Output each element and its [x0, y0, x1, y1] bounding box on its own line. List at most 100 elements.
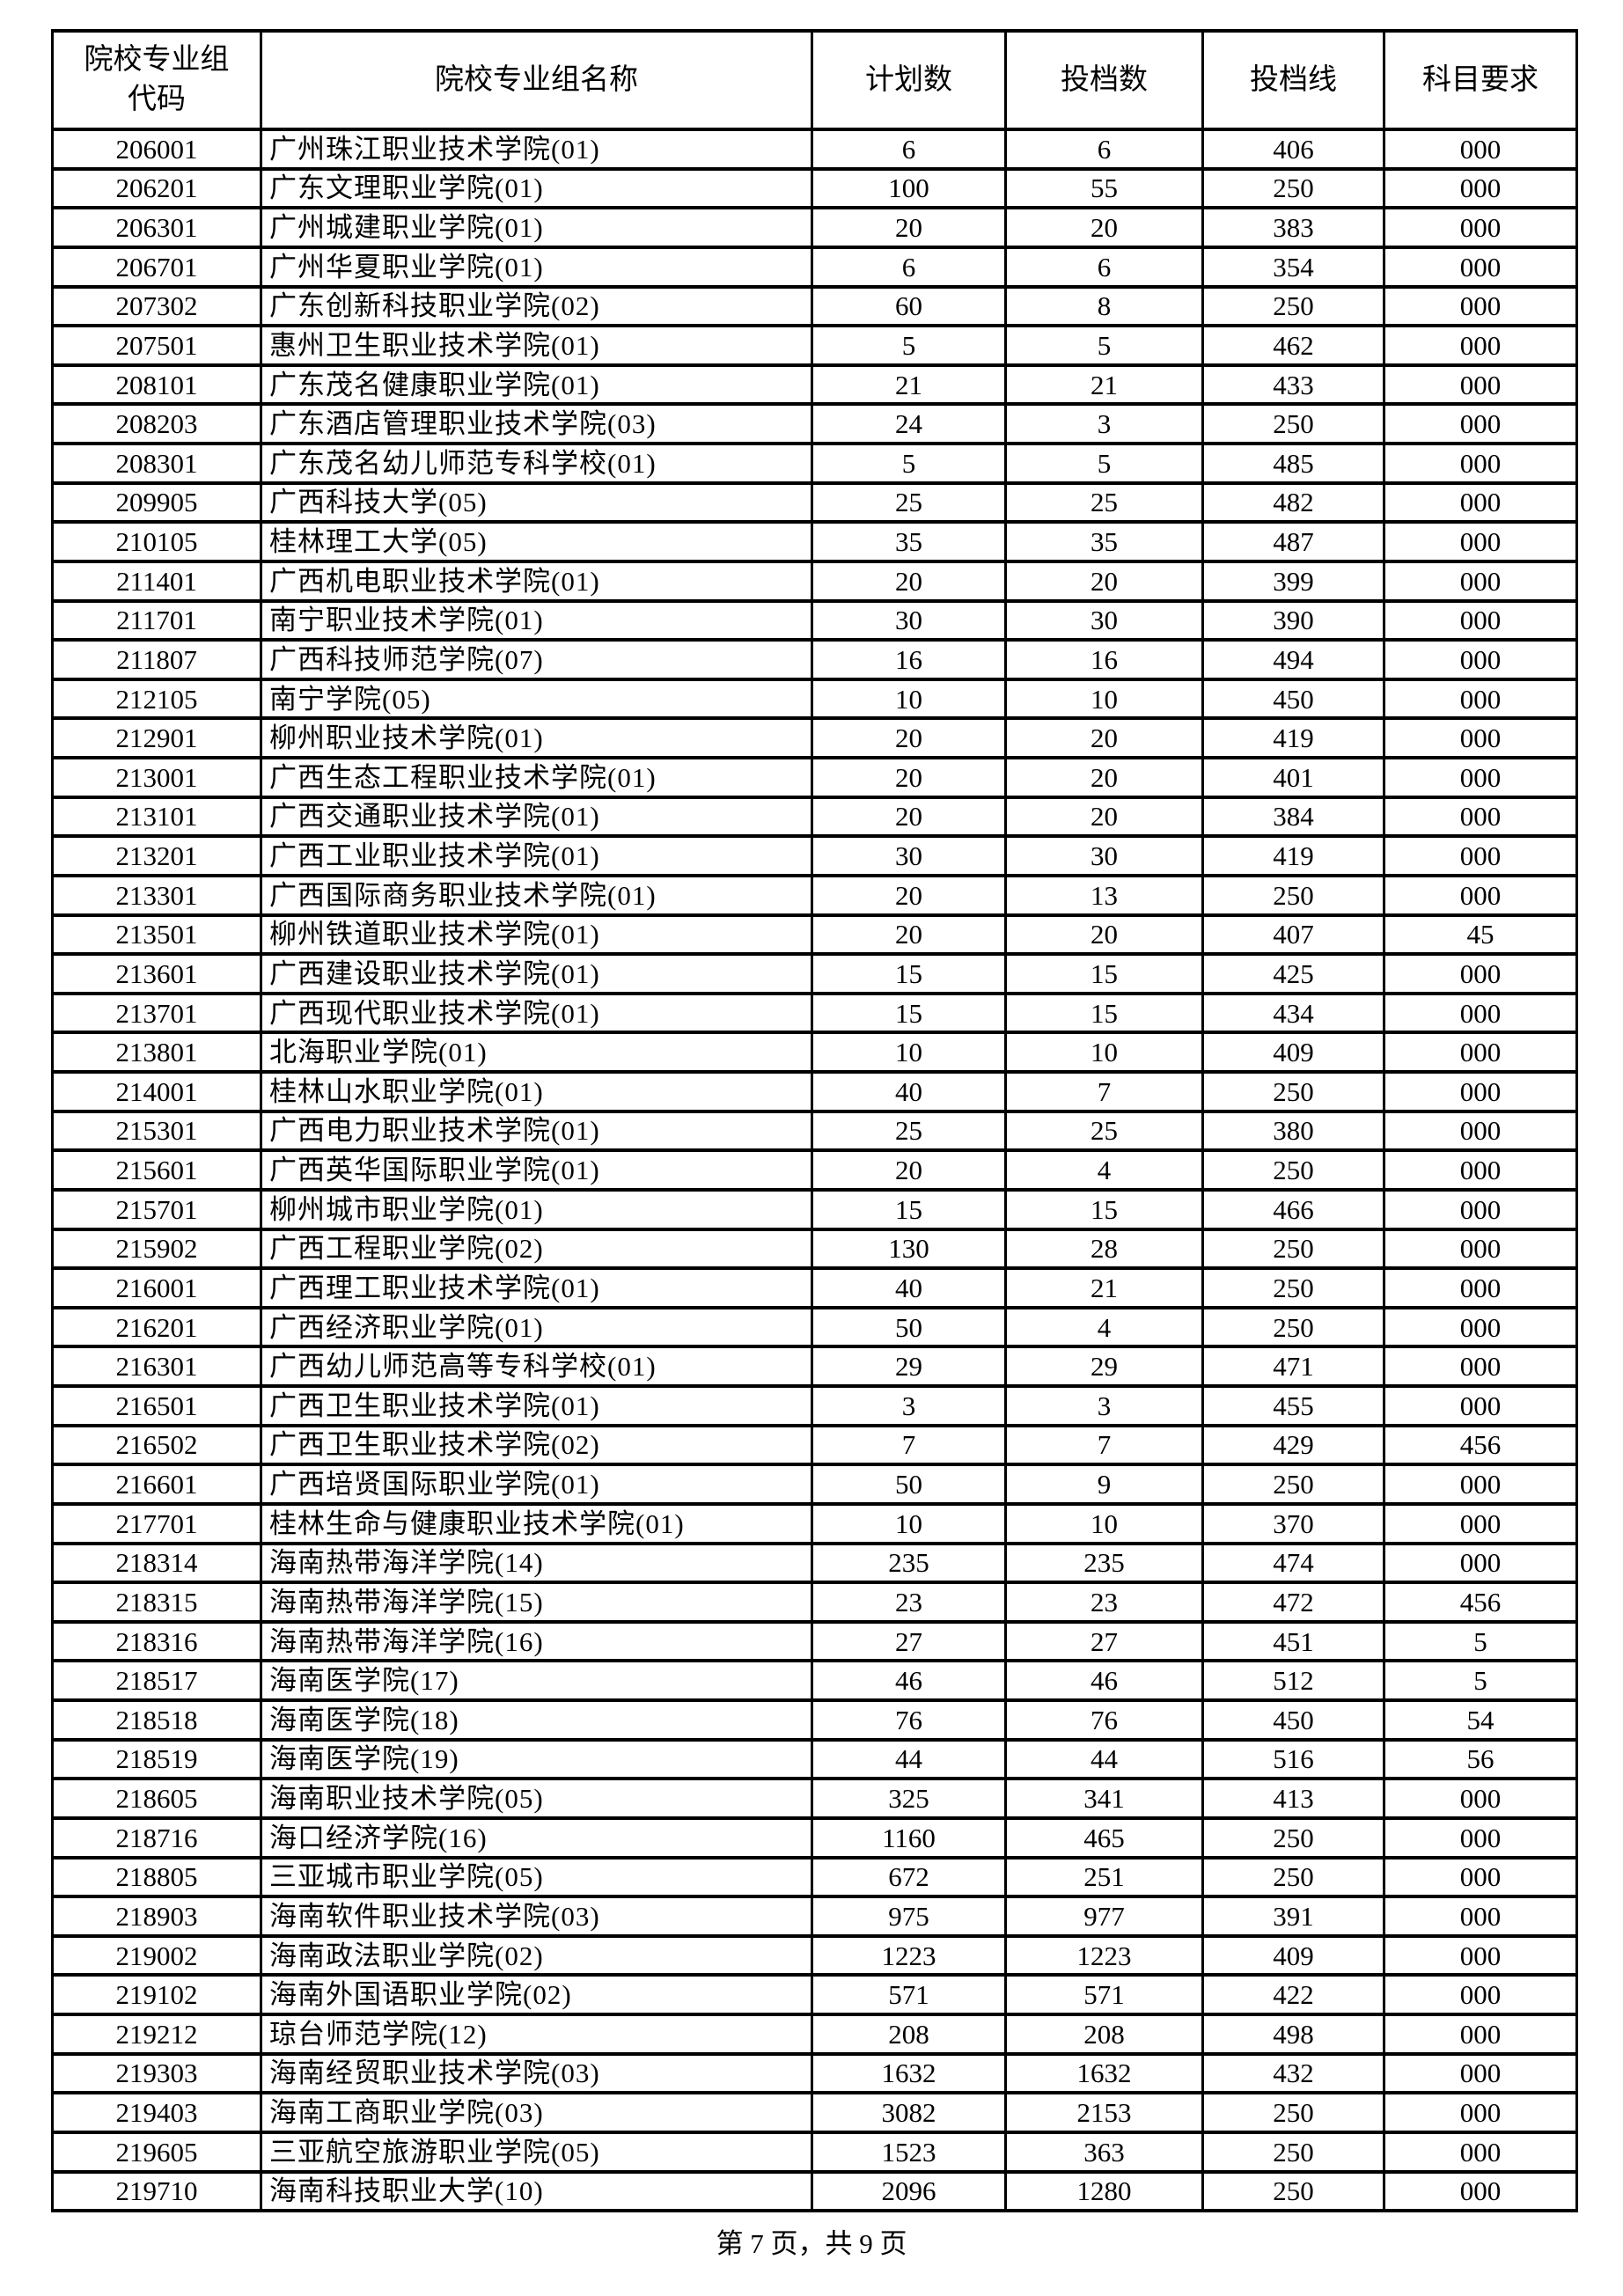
subject-req-cell: 000	[1383, 1187, 1578, 1231]
group-name-cell: 海南热带海洋学院(16)	[260, 1619, 813, 1663]
plan-count-cell: 25	[811, 480, 1007, 524]
filing-line-cell: 498	[1201, 2013, 1385, 2056]
group-name-cell: 广西理工职业技术学院(01)	[260, 1266, 813, 1309]
subject-req-cell: 456	[1383, 1423, 1578, 1467]
filed-count-cell: 20	[1004, 559, 1204, 603]
group-name-cell: 广西卫生职业技术学院(01)	[260, 1384, 813, 1427]
group-name-cell: 广西生态工程职业技术学院(01)	[260, 756, 813, 799]
filing-line-cell: 250	[1201, 2169, 1385, 2213]
table-row: 218314 海南热带海洋学院(14) 235 235 474 000	[51, 1541, 1578, 1585]
col-header-subject-req: 科目要求	[1383, 29, 1578, 131]
filed-count-cell: 30	[1004, 598, 1204, 642]
plan-count-cell: 29	[811, 1345, 1007, 1388]
group-name-cell: 广西工程职业学院(02)	[260, 1227, 813, 1271]
plan-count-cell: 1223	[811, 1933, 1007, 1977]
filed-count-cell: 1280	[1004, 2169, 1204, 2213]
group-name-cell: 广西电力职业技术学院(01)	[260, 1109, 813, 1153]
subject-req-cell: 000	[1383, 2051, 1578, 2095]
filed-count-cell: 571	[1004, 1973, 1204, 2016]
subject-req-cell: 000	[1383, 1109, 1578, 1153]
table-row: 216001 广西理工职业技术学院(01) 40 21 250 000	[51, 1266, 1578, 1309]
filed-count-cell: 10	[1004, 1031, 1204, 1074]
table-row: 219102 海南外国语职业学院(02) 571 571 422 000	[51, 1973, 1578, 2016]
table-row: 206301 广州城建职业学院(01) 20 20 383 000	[51, 206, 1578, 249]
group-code-cell: 213801	[51, 1031, 262, 1074]
plan-count-cell: 21	[811, 363, 1007, 407]
group-name-cell: 惠州卫生职业技术学院(01)	[260, 324, 813, 367]
group-code-cell: 206001	[51, 128, 262, 171]
table-row: 208101 广东茂名健康职业学院(01) 21 21 433 000	[51, 363, 1578, 407]
table-row: 207302 广东创新科技职业学院(02) 60 8 250 000	[51, 284, 1578, 328]
table-row: 215701 柳州城市职业学院(01) 15 15 466 000	[51, 1187, 1578, 1231]
filed-count-cell: 15	[1004, 1187, 1204, 1231]
filing-line-cell: 409	[1201, 1031, 1385, 1074]
group-name-cell: 广西工业职业技术学院(01)	[260, 834, 813, 877]
group-code-cell: 219212	[51, 2013, 262, 2056]
filing-line-cell: 390	[1201, 598, 1385, 642]
filed-count-cell: 235	[1004, 1541, 1204, 1585]
subject-req-cell: 000	[1383, 1463, 1578, 1506]
group-name-cell: 广东茂名健康职业学院(01)	[260, 363, 813, 407]
group-name-cell: 海南科技职业大学(10)	[260, 2169, 813, 2213]
filed-count-cell: 21	[1004, 1266, 1204, 1309]
filing-line-cell: 487	[1201, 520, 1385, 563]
table-row: 213501 柳州铁道职业技术学院(01) 20 20 407 45	[51, 913, 1578, 957]
table-row: 218605 海南职业技术学院(05) 325 341 413 000	[51, 1777, 1578, 1820]
plan-count-cell: 50	[811, 1463, 1007, 1506]
col-header-group-name: 院校专业组名称	[260, 29, 813, 131]
subject-req-cell: 000	[1383, 324, 1578, 367]
table-row: 207501 惠州卫生职业技术学院(01) 5 5 462 000	[51, 324, 1578, 367]
subject-req-cell: 54	[1383, 1698, 1578, 1742]
subject-req-cell: 56	[1383, 1737, 1578, 1781]
filing-line-cell: 354	[1201, 245, 1385, 289]
plan-count-cell: 20	[811, 559, 1007, 603]
group-code-cell: 215701	[51, 1187, 262, 1231]
filed-count-cell: 6	[1004, 128, 1204, 171]
subject-req-cell: 000	[1383, 520, 1578, 563]
group-name-cell: 广东创新科技职业学院(02)	[260, 284, 813, 328]
table-row: 218518 海南医学院(18) 76 76 450 54	[51, 1698, 1578, 1742]
group-code-cell: 213701	[51, 991, 262, 1035]
filed-count-cell: 10	[1004, 677, 1204, 721]
group-name-cell: 海口经济学院(16)	[260, 1816, 813, 1860]
filed-count-cell: 20	[1004, 206, 1204, 249]
group-name-cell: 海南政法职业学院(02)	[260, 1933, 813, 1977]
table-row: 206001 广州珠江职业技术学院(01) 6 6 406 000	[51, 128, 1578, 171]
group-code-cell: 216601	[51, 1463, 262, 1506]
group-name-cell: 广西交通职业技术学院(01)	[260, 795, 813, 839]
filing-line-cell: 380	[1201, 1109, 1385, 1153]
filed-count-cell: 3	[1004, 1384, 1204, 1427]
plan-count-cell: 25	[811, 1109, 1007, 1153]
table-row: 216501 广西卫生职业技术学院(01) 3 3 455 000	[51, 1384, 1578, 1427]
filed-count-cell: 25	[1004, 1109, 1204, 1153]
subject-req-cell: 000	[1383, 402, 1578, 445]
group-name-cell: 三亚航空旅游职业学院(05)	[260, 2130, 813, 2174]
group-name-cell: 柳州铁道职业技术学院(01)	[260, 913, 813, 957]
subject-req-cell: 000	[1383, 1816, 1578, 1860]
table-row: 218903 海南软件职业技术学院(03) 975 977 391 000	[51, 1895, 1578, 1938]
plan-count-cell: 1632	[811, 2051, 1007, 2095]
group-name-cell: 琼台师范学院(12)	[260, 2013, 813, 2056]
group-name-cell: 广州珠江职业技术学院(01)	[260, 128, 813, 171]
group-code-cell: 209905	[51, 480, 262, 524]
table-row: 213801 北海职业学院(01) 10 10 409 000	[51, 1031, 1578, 1074]
plan-count-cell: 571	[811, 1973, 1007, 2016]
group-code-cell: 211401	[51, 559, 262, 603]
group-code-cell: 212901	[51, 716, 262, 759]
filing-line-cell: 434	[1201, 991, 1385, 1035]
filing-line-cell: 399	[1201, 559, 1385, 603]
plan-count-cell: 15	[811, 952, 1007, 995]
group-code-cell: 210105	[51, 520, 262, 563]
plan-count-cell: 44	[811, 1737, 1007, 1781]
table-header-row: 院校专业组 代码 院校专业组名称 计划数 投档数 投档线 科目要求	[51, 29, 1578, 131]
table-row: 213001 广西生态工程职业技术学院(01) 20 20 401 000	[51, 756, 1578, 799]
subject-req-cell: 000	[1383, 795, 1578, 839]
page-footer: 第 7 页，共 9 页	[716, 2228, 907, 2259]
filed-count-cell: 35	[1004, 520, 1204, 563]
filing-line-cell: 384	[1201, 795, 1385, 839]
group-name-cell: 广西培贤国际职业学院(01)	[260, 1463, 813, 1506]
group-code-cell: 207302	[51, 284, 262, 328]
table-row: 208301 广东茂名幼儿师范专科学校(01) 5 5 485 000	[51, 442, 1578, 485]
table-row: 217701 桂林生命与健康职业技术学院(01) 10 10 370 000	[51, 1501, 1578, 1545]
filing-line-cell: 455	[1201, 1384, 1385, 1427]
